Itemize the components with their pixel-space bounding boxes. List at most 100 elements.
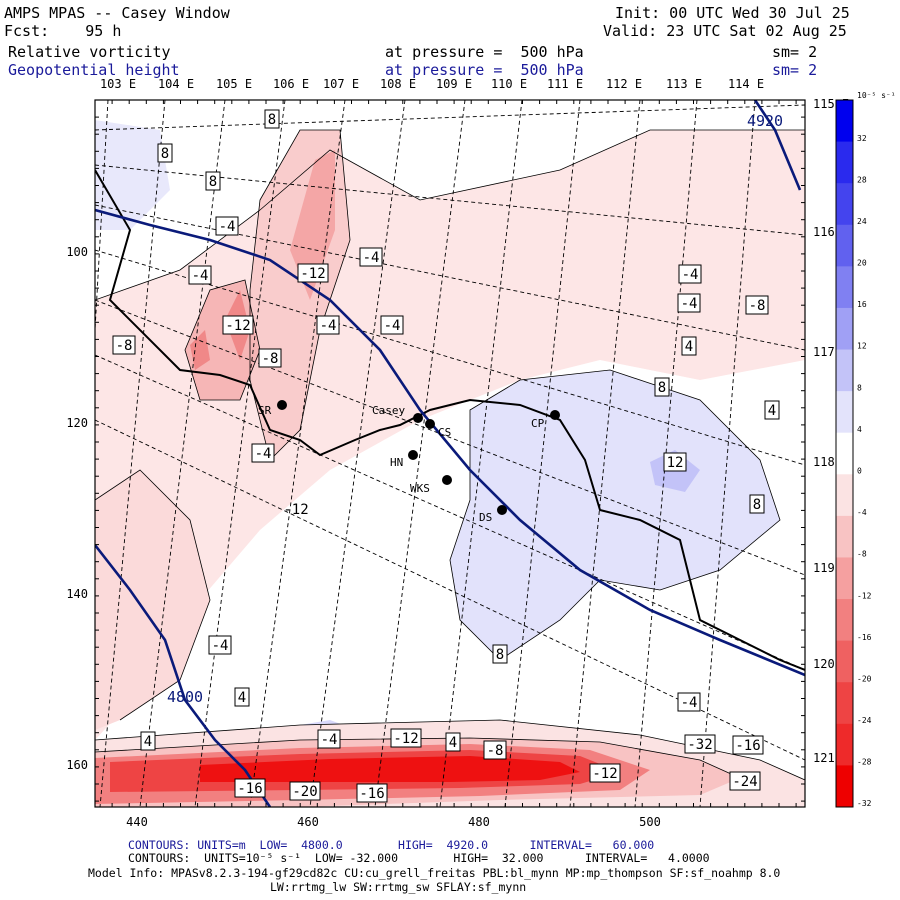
- vorticity-label: -12: [592, 766, 617, 782]
- lon-label-top: 112 E: [606, 77, 642, 91]
- vorticity-label-box: [663, 452, 687, 472]
- colorbar-swatch: [836, 141, 853, 184]
- vorticity-label: -12: [283, 502, 308, 518]
- colorbar-label: 24: [857, 217, 867, 226]
- station-label: CS: [438, 426, 451, 439]
- lon-label-top: 114 E: [728, 77, 764, 91]
- latitude-lines: [95, 104, 805, 761]
- colorbar-swatch: [836, 391, 853, 434]
- station-marker: [442, 475, 452, 485]
- x-tick-label: 500: [639, 815, 661, 829]
- y-tick-label: 100: [66, 245, 88, 259]
- colorbar-swatch: [836, 557, 853, 600]
- vorticity-label: -4: [681, 695, 698, 711]
- vorticity-label-box: [157, 143, 173, 163]
- app-title: AMPS MPAS -- Casey Window: [4, 4, 230, 22]
- station-marker: [408, 450, 418, 460]
- vorticity-label-box: [317, 729, 341, 749]
- vorticity-label-box: [749, 494, 765, 514]
- vorticity-label: 8: [161, 146, 169, 162]
- vorticity-label: 8: [496, 647, 504, 663]
- vorticity-label: 8: [209, 174, 217, 190]
- station-marker: [277, 400, 287, 410]
- y-tick-label: 140: [66, 587, 88, 601]
- colorbar-swatch: [836, 515, 853, 558]
- lon-label-top: 108 E: [380, 77, 416, 91]
- vorticity-label-box: [112, 335, 136, 355]
- vorticity-label-box: [140, 731, 156, 751]
- vorticity-label-box: [678, 264, 702, 284]
- vorticity-label-box: [390, 728, 422, 748]
- vorticity-label-box: [208, 635, 232, 655]
- vorticity-label: -4: [363, 250, 380, 266]
- colorbar-swatch: [836, 640, 853, 683]
- vorticity-label-box: [729, 771, 761, 791]
- vorticity-label-box: [297, 263, 329, 283]
- vorticity-label-box: [205, 171, 221, 191]
- coastline: [95, 169, 805, 671]
- station-label: CP: [531, 417, 545, 430]
- field2-name: Geopotential height: [8, 61, 180, 79]
- map-lines: [95, 100, 805, 807]
- station-marker: [413, 413, 423, 423]
- vorticity-label: 4: [238, 690, 246, 706]
- lon-label-top: 106 E: [273, 77, 309, 91]
- colorbar-swatch: [836, 183, 853, 226]
- station-marker: [425, 419, 435, 429]
- colorbar-label: -12: [857, 591, 872, 600]
- vorticity-label: -16: [237, 781, 262, 797]
- vorticity-label: -4: [321, 732, 338, 748]
- vorticity-label: -4: [384, 318, 401, 334]
- valid-time: Valid: 23 UTC Sat 02 Aug 25: [603, 22, 847, 40]
- axis-ticks: [94, 99, 805, 807]
- colorbar-swatch: [836, 224, 853, 267]
- vorticity-label: 12: [667, 455, 684, 471]
- vorticity-label: -16: [735, 738, 760, 754]
- colorbar-swatch: [836, 599, 853, 642]
- height-contour-4860: [95, 208, 805, 677]
- vorticity-label-box: [745, 295, 769, 315]
- x-tick-labels: 440 460 480 500: [126, 815, 661, 829]
- lon-label-top: 107 E: [323, 77, 359, 91]
- vorticity-label: -4: [192, 268, 209, 284]
- stations: SR Casey CS HN WKS DS CP: [258, 400, 560, 524]
- vorticity-label: -4: [320, 318, 337, 334]
- field2-pressure: at pressure = 500 hPa: [385, 61, 584, 79]
- colorbar-swatch: [836, 100, 853, 143]
- field1-name: Relative vorticity: [8, 43, 171, 61]
- vorticity-label: 8: [268, 112, 276, 128]
- colorbar-swatch: [836, 432, 853, 475]
- lon-label-top: 111 E: [547, 77, 583, 91]
- vorticity-label-box: [681, 336, 697, 356]
- vorticity-label-box: [445, 732, 461, 752]
- vorticity-label: -20: [292, 784, 317, 800]
- vorticity-label: -4: [681, 296, 698, 312]
- colorbar-label: 16: [857, 300, 867, 309]
- colorbar-label: -28: [857, 758, 872, 767]
- colorbar-swatch: [836, 682, 853, 725]
- x-tick-label: 460: [297, 815, 319, 829]
- colorbar-swatch: [836, 349, 853, 392]
- vorticity-label-box: [258, 348, 282, 368]
- vorticity-label: 8: [658, 380, 666, 396]
- height-labels: 4920 4800: [167, 112, 783, 706]
- init-time: Init: 00 UTC Wed 30 Jul 25: [615, 4, 850, 22]
- field2-smoothing: sm= 2: [772, 61, 818, 79]
- x-tick-label: 480: [468, 815, 490, 829]
- colorbar-label: -32: [857, 799, 872, 808]
- vorticity-label-box: [764, 400, 780, 420]
- vorticity-label-box: [483, 740, 507, 760]
- vorticity-label-box: [289, 781, 321, 801]
- vorticity-label-box: [677, 293, 701, 313]
- plot-frame: [94, 99, 806, 808]
- colorbar-label: 32: [857, 134, 867, 143]
- colorbar-label: -4: [857, 508, 867, 517]
- y-tick-labels: 100 120 140 160: [66, 245, 88, 772]
- lon-label-top: 104 E: [158, 77, 194, 91]
- vorticity-label-box: [732, 735, 764, 755]
- vorticity-label-box: [589, 763, 621, 783]
- vorticity-label: -4: [255, 446, 272, 462]
- vorticity-label-box: [316, 315, 340, 335]
- station-marker: [497, 505, 507, 515]
- vorticity-label: 4: [449, 735, 457, 751]
